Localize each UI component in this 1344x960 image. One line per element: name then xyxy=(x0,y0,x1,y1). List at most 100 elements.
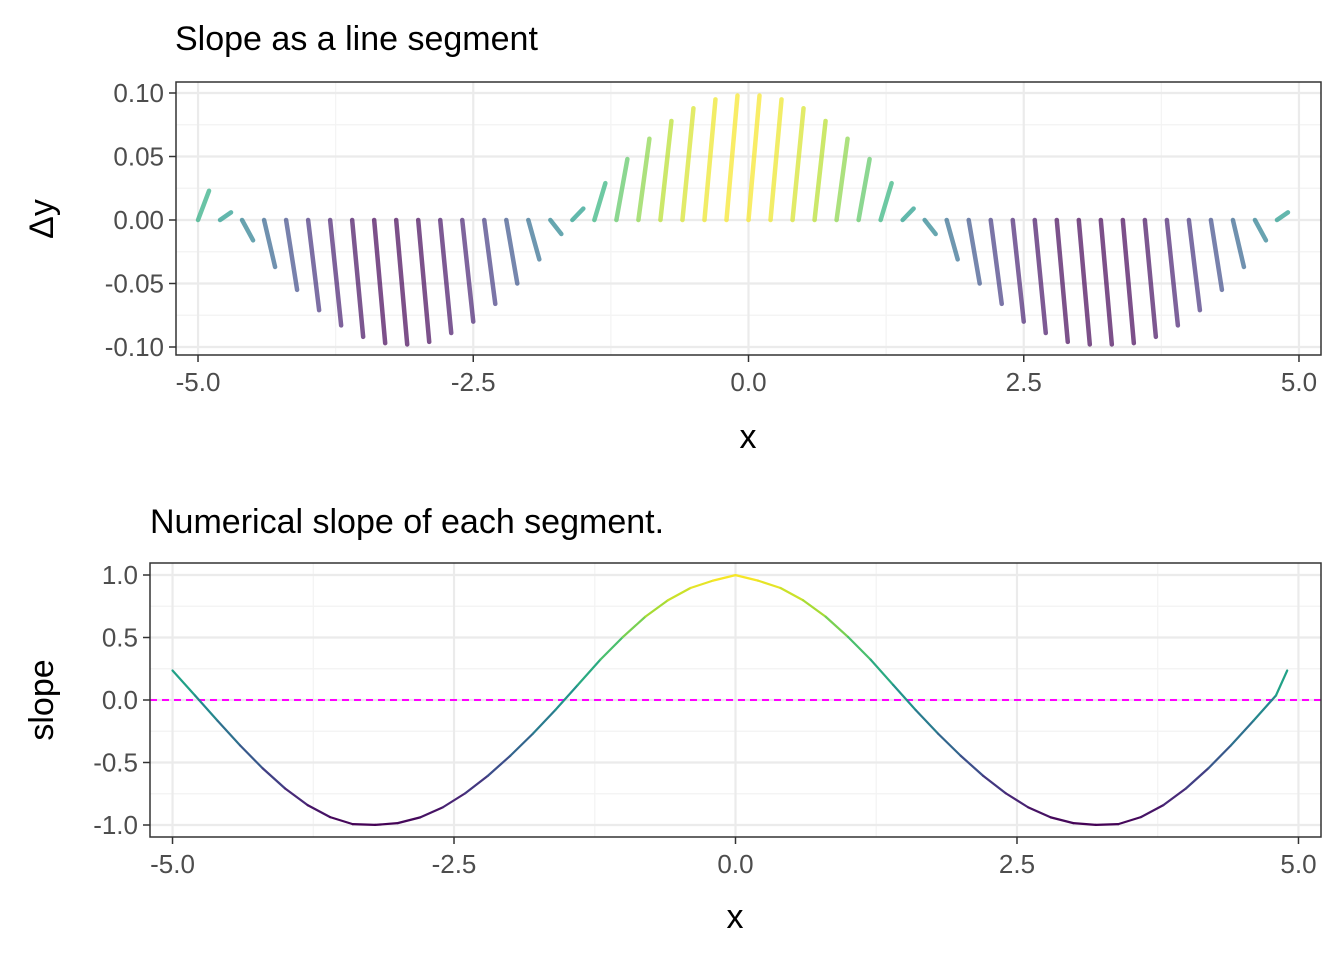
slope-segment xyxy=(239,217,256,243)
slope-line-segment xyxy=(982,774,1007,795)
slope-line-segment xyxy=(419,806,444,819)
slope-segment xyxy=(1010,217,1026,324)
y-axis-label: Δy xyxy=(23,199,61,239)
slope-line-segment xyxy=(396,816,422,825)
y-tick-label: 1.0 xyxy=(102,560,138,590)
slope-line-segment xyxy=(666,586,692,602)
slope-segment xyxy=(1120,217,1137,346)
slope-segment xyxy=(1186,217,1203,313)
slope-segment xyxy=(658,118,674,223)
slope-line-segment xyxy=(824,615,850,639)
x-tick-label: -2.5 xyxy=(451,367,496,397)
x-axis-label: x xyxy=(740,418,757,456)
slope-line-segment xyxy=(554,683,579,712)
slope-line-segment xyxy=(756,579,782,590)
slope-segment xyxy=(856,156,872,223)
slope-segment xyxy=(460,217,476,324)
slope-line xyxy=(150,574,1321,826)
slope-segment xyxy=(988,217,1004,307)
slope-segment xyxy=(393,217,410,347)
slope-line-segment xyxy=(869,658,895,686)
slope-segment xyxy=(283,217,300,293)
slope-segment xyxy=(636,136,652,223)
slope-segment xyxy=(482,217,498,307)
slope-segment xyxy=(437,217,454,336)
slope-segment xyxy=(1164,217,1181,328)
slope-line-segment xyxy=(892,683,917,712)
x-tick-label: 2.5 xyxy=(999,849,1035,879)
slope-line-segment xyxy=(374,822,399,826)
slope-segment xyxy=(790,105,806,223)
y-tick-label: 0.0 xyxy=(102,685,138,715)
slope-line-segment xyxy=(1229,719,1255,747)
slope-line-segment xyxy=(1184,767,1210,790)
slope-segment xyxy=(1274,210,1291,223)
slope-segment xyxy=(878,180,894,223)
slope-segment xyxy=(504,217,520,286)
slope-line-segment xyxy=(284,787,309,807)
axes: -5.0 -2.5 0.0 2.5 5.0 -1.0 -0.5 0.0 0.5 1.0 xyxy=(93,560,1316,879)
x-tick-label: -2.5 xyxy=(432,849,477,879)
slope-segment xyxy=(1098,217,1115,347)
slope-segment xyxy=(944,217,960,262)
slope-line-segment xyxy=(689,579,715,590)
slope-segment xyxy=(900,206,916,223)
slope-line-chart: Numerical slope of each segment. -5.0 -2.… xyxy=(23,503,1322,936)
slope-line-segment xyxy=(1072,822,1097,826)
x-axis-label: x xyxy=(727,898,744,936)
slope-line-segment xyxy=(937,732,962,757)
y-tick-label: -0.10 xyxy=(105,332,164,362)
slope-segment xyxy=(702,97,718,223)
x-tick-label: 5.0 xyxy=(1281,367,1317,397)
slope-line-segment xyxy=(621,615,647,639)
slope-line-segment xyxy=(238,744,264,770)
slope-segment xyxy=(261,217,278,270)
slope-line-segment xyxy=(801,599,827,618)
slope-segment xyxy=(834,136,850,223)
slope-segment xyxy=(1142,217,1159,340)
slope-line-segment xyxy=(1094,823,1120,826)
slope-line-segment xyxy=(1027,806,1052,819)
slope-segment xyxy=(305,217,322,313)
slope-segment xyxy=(1032,217,1049,336)
slope-line-segment xyxy=(576,658,602,686)
slope-line-segment xyxy=(509,732,534,757)
slope-segment xyxy=(812,118,828,223)
slope-line-segment xyxy=(599,635,625,661)
slope-line-segment xyxy=(1274,669,1289,697)
slope-segment xyxy=(592,180,608,223)
slope-line-segment xyxy=(329,816,354,826)
axes: -5.0 -2.5 0.0 2.5 5.0 -0.10 -0.05 0.00 0.05 0.10 xyxy=(105,78,1317,397)
y-tick-label: 0.5 xyxy=(102,623,138,653)
slope-line-segment xyxy=(1117,816,1142,826)
slope-line-segment xyxy=(1162,787,1187,807)
slope-segment xyxy=(570,206,586,223)
slope-segment xyxy=(1230,217,1247,270)
slope-segment xyxy=(548,217,564,237)
slope-line-segment xyxy=(216,719,242,747)
x-tick-label: -5.0 xyxy=(150,849,195,879)
slope-line-segment xyxy=(779,586,805,602)
slope-segment xyxy=(349,217,366,340)
x-tick-label: 5.0 xyxy=(1280,849,1316,879)
segment-chart: Slope as a line segment -5.0 -2.5 0.0 2.5 5.… xyxy=(23,20,1322,456)
y-tick-label: 0.10 xyxy=(113,78,164,108)
slope-line-segment xyxy=(959,754,985,777)
slope-line-segment xyxy=(351,823,377,826)
slope-line-segment xyxy=(486,754,512,777)
slope-segment xyxy=(746,93,762,223)
y-tick-label: 0.05 xyxy=(113,142,164,172)
slope-segment xyxy=(768,97,784,223)
x-tick-label: 2.5 xyxy=(1006,367,1042,397)
chart-title: Slope as a line segment xyxy=(175,20,538,58)
slope-line-segment xyxy=(1004,792,1030,809)
y-axis-label: slope xyxy=(23,659,61,740)
slope-segment xyxy=(724,93,740,223)
slope-segment xyxy=(1054,217,1071,345)
chart-title: Numerical slope of each segment. xyxy=(150,503,664,541)
slope-line-segment xyxy=(1049,816,1075,825)
slope-line-segment xyxy=(711,574,737,582)
slope-segment xyxy=(680,105,696,223)
slope-line-segment xyxy=(1207,744,1233,770)
